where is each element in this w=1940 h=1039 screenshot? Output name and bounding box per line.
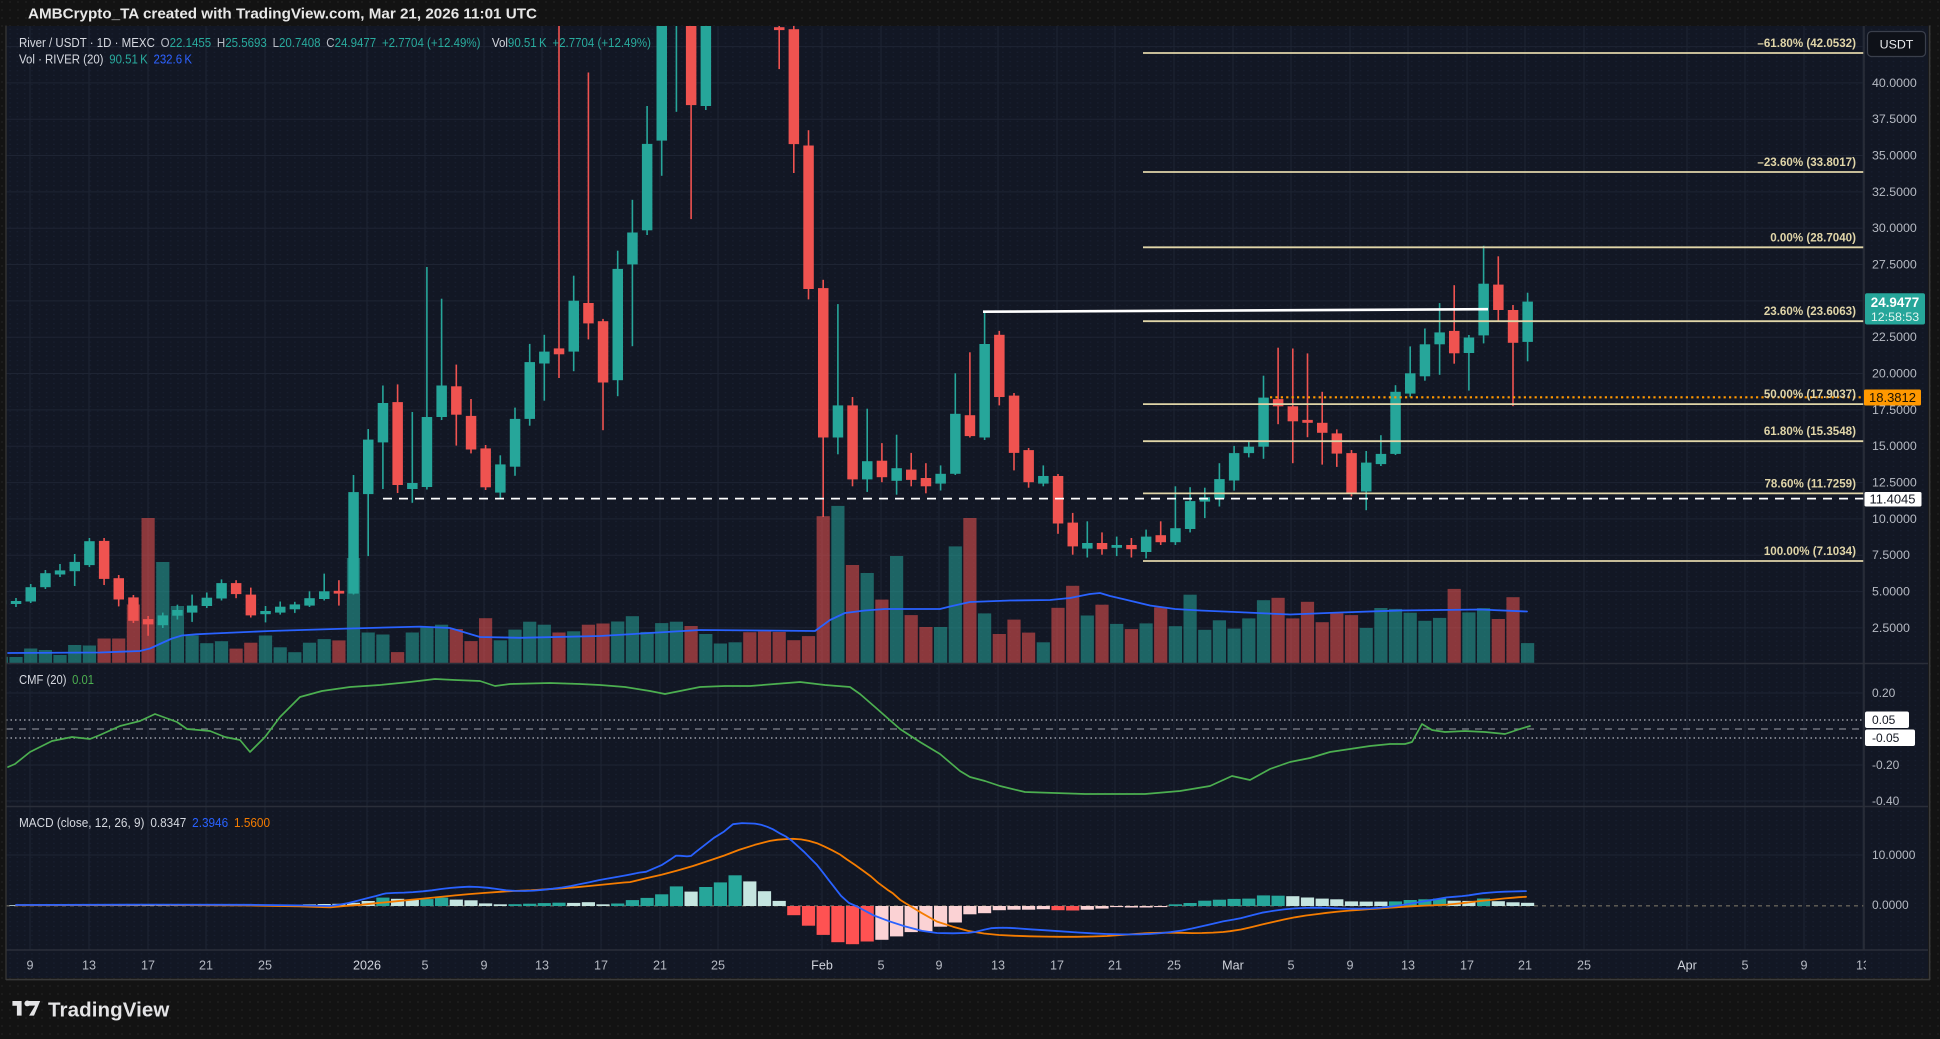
svg-text:21: 21 (1108, 959, 1122, 973)
svg-text:17.5000: 17.5000 (1872, 403, 1917, 417)
svg-text:5: 5 (1287, 959, 1294, 973)
svg-text:7.5000: 7.5000 (1872, 548, 1910, 562)
svg-text:21: 21 (653, 959, 667, 973)
svg-text:17: 17 (1050, 959, 1064, 973)
svg-text:40.0000: 40.0000 (1872, 76, 1917, 90)
svg-text:Feb: Feb (811, 959, 833, 973)
svg-text:River / USDT · 1D · MEXC O22.1: River / USDT · 1D · MEXC O22.1455 H25.56… (19, 35, 651, 50)
svg-text:25: 25 (258, 959, 272, 973)
svg-text:0.0000: 0.0000 (1872, 898, 1909, 912)
svg-text:5: 5 (421, 959, 428, 973)
svg-text:21: 21 (1518, 959, 1532, 973)
svg-text:17: 17 (594, 959, 608, 973)
svg-text:Apr: Apr (1677, 959, 1697, 973)
svg-text:-0.05: -0.05 (1872, 731, 1900, 745)
svg-text:13: 13 (1856, 959, 1870, 973)
svg-text:5: 5 (1741, 959, 1748, 973)
svg-text:-0.40: -0.40 (1872, 794, 1900, 808)
svg-text:27.5000: 27.5000 (1872, 258, 1917, 272)
svg-text:21: 21 (199, 959, 213, 973)
svg-text:–61.80% (42.0532): –61.80% (42.0532) (1757, 37, 1856, 50)
svg-text:13: 13 (991, 959, 1005, 973)
svg-text:9: 9 (26, 959, 33, 973)
svg-text:–23.60% (33.8017): –23.60% (33.8017) (1757, 156, 1856, 169)
svg-text:25: 25 (1167, 959, 1181, 973)
svg-text:0.00% (28.7040): 0.00% (28.7040) (1770, 231, 1856, 244)
svg-text:USDT: USDT (1880, 38, 1914, 52)
svg-text:CMF (20) 0.01: CMF (20) 0.01 (19, 672, 94, 687)
svg-text:32.5000: 32.5000 (1872, 185, 1917, 199)
svg-text:10.0000: 10.0000 (1872, 512, 1917, 526)
svg-text:23.60% (23.6063): 23.60% (23.6063) (1764, 305, 1856, 318)
svg-text:17: 17 (141, 959, 155, 973)
svg-text:12.5000: 12.5000 (1872, 476, 1917, 490)
svg-text:13: 13 (1401, 959, 1415, 973)
svg-text:Mar: Mar (1222, 959, 1244, 973)
svg-text:2.5000: 2.5000 (1872, 621, 1910, 635)
svg-text:5: 5 (877, 959, 884, 973)
svg-text:20.0000: 20.0000 (1872, 367, 1917, 381)
svg-text:15.0000: 15.0000 (1872, 439, 1917, 453)
svg-text:25: 25 (711, 959, 725, 973)
svg-text:9: 9 (1800, 959, 1807, 973)
svg-text:9: 9 (480, 959, 487, 973)
svg-text:10.0000: 10.0000 (1872, 848, 1916, 862)
svg-text:MACD (close, 12, 26, 9) 0.8347: MACD (close, 12, 26, 9) 0.8347 2.3946 1.… (19, 815, 270, 830)
svg-text:TradingView: TradingView (48, 999, 169, 1022)
svg-text:-0.20: -0.20 (1872, 758, 1900, 772)
svg-text:0.05: 0.05 (1872, 713, 1896, 727)
svg-text:78.60% (11.7259): 78.60% (11.7259) (1764, 477, 1856, 490)
svg-text:24.9477: 24.9477 (1871, 295, 1919, 310)
svg-text:9: 9 (935, 959, 942, 973)
svg-text:Vol · RIVER (20) 90.51 K 232.6: Vol · RIVER (20) 90.51 K 232.6 K (19, 52, 192, 67)
svg-text:18.3812: 18.3812 (1869, 390, 1916, 405)
svg-text:5.0000: 5.0000 (1872, 585, 1910, 599)
svg-text:100.00% (7.1034): 100.00% (7.1034) (1764, 545, 1856, 558)
svg-text:0.20: 0.20 (1872, 686, 1896, 700)
svg-text:22.5000: 22.5000 (1872, 330, 1917, 344)
svg-text:35.0000: 35.0000 (1872, 149, 1917, 163)
svg-text:50.00% (17.9037): 50.00% (17.9037) (1764, 388, 1856, 401)
svg-text:13: 13 (535, 959, 549, 973)
svg-text:AMBCrypto_TA created with Trad: AMBCrypto_TA created with TradingView.co… (28, 7, 537, 23)
svg-text:9: 9 (1346, 959, 1353, 973)
svg-text:30.0000: 30.0000 (1872, 221, 1917, 235)
svg-text:37.5000: 37.5000 (1872, 112, 1917, 126)
svg-text:2026: 2026 (353, 959, 381, 973)
svg-text:11.4045: 11.4045 (1869, 492, 1915, 507)
svg-text:17: 17 (1460, 959, 1474, 973)
svg-text:25: 25 (1577, 959, 1591, 973)
svg-text:13: 13 (82, 959, 96, 973)
svg-text:61.80% (15.3548): 61.80% (15.3548) (1764, 425, 1856, 438)
svg-text:12:58:53: 12:58:53 (1871, 310, 1919, 324)
